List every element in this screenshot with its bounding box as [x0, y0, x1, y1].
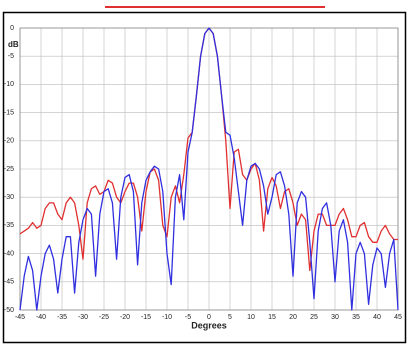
x-tick-label: 20 — [289, 314, 297, 321]
x-tick-label: 30 — [331, 314, 339, 321]
x-tick-label: -5 — [185, 314, 191, 321]
x-tick-label: -25 — [99, 314, 109, 321]
y-tick-label: -5 — [8, 53, 14, 60]
x-tick-label: 25 — [310, 314, 318, 321]
y-tick-label: -25 — [4, 166, 14, 173]
x-tick-label: -15 — [141, 314, 151, 321]
x-tick-label: 45 — [394, 314, 402, 321]
y-tick-label: -15 — [4, 109, 14, 116]
y-tick-label: -50 — [4, 307, 14, 314]
x-axis-label: Degrees — [191, 320, 227, 330]
y-tick-label: -45 — [4, 279, 14, 286]
x-tick-label: 15 — [268, 314, 276, 321]
x-tick-label: 40 — [373, 314, 381, 321]
y-axis-label: dB — [8, 40, 19, 49]
series-line — [19, 27, 399, 311]
y-tick-label: -35 — [4, 222, 14, 229]
x-tick-label: -35 — [57, 314, 67, 321]
y-tick-label: -40 — [4, 250, 14, 257]
x-tick-label: -45 — [15, 314, 25, 321]
x-tick-label: -20 — [120, 314, 130, 321]
y-tick-label: -10 — [4, 81, 14, 88]
x-tick-label: 35 — [352, 314, 360, 321]
lines — [19, 27, 399, 311]
x-tick-label: 0 — [207, 314, 211, 321]
y-tick-label: 0 — [10, 25, 14, 32]
y-tick-label: -20 — [4, 138, 14, 145]
title-underline — [105, 6, 325, 8]
x-tick-label: -30 — [78, 314, 88, 321]
x-tick-label: -10 — [162, 314, 172, 321]
frame — [2, 11, 407, 344]
y-tick-label: -30 — [4, 194, 14, 201]
x-tick-label: 5 — [228, 314, 232, 321]
x-tick-label: -40 — [36, 314, 46, 321]
x-tick-label: 10 — [247, 314, 255, 321]
